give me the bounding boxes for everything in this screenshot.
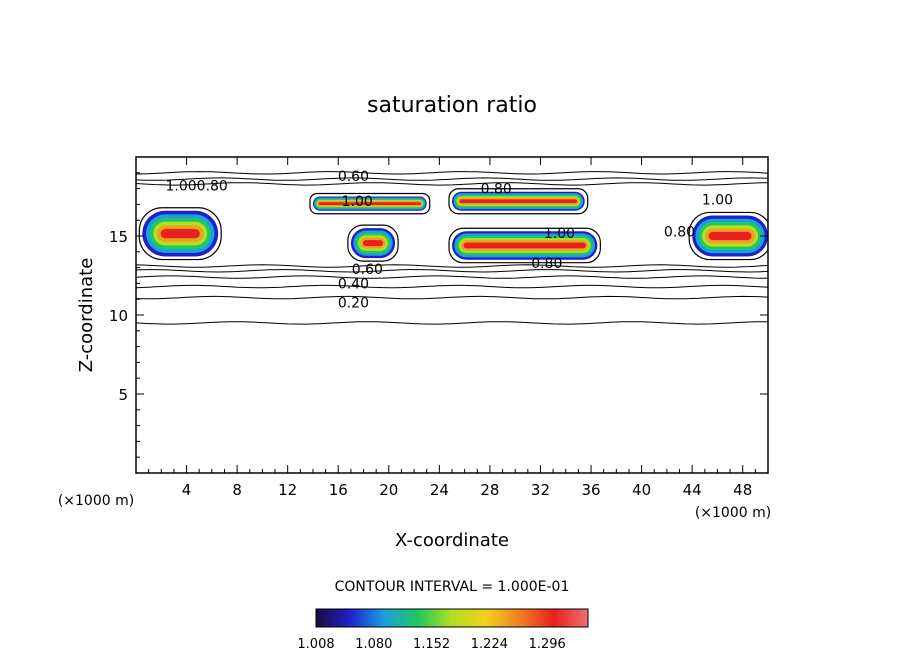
x-tick-label: 40 xyxy=(632,481,651,499)
contour-label: 0.80 xyxy=(481,182,512,198)
x-tick-label: 12 xyxy=(278,481,297,499)
x-unit-label: (×1000 m) xyxy=(695,505,771,521)
plot-frame xyxy=(135,156,769,474)
contour-line xyxy=(136,171,768,175)
supersaturated-region xyxy=(688,211,768,261)
y-tick-label: 5 xyxy=(118,386,128,404)
x-tick-label: 8 xyxy=(232,481,242,499)
colorbar-tick-label: 1.224 xyxy=(471,637,508,652)
contour-label: 1.00 xyxy=(544,226,575,242)
colorbar-tick-label: 1.008 xyxy=(297,637,334,652)
x-tick-label: 44 xyxy=(683,481,702,499)
supersaturated-region xyxy=(448,227,601,264)
x-tick-label: 20 xyxy=(379,481,398,499)
x-tick-label: 48 xyxy=(733,481,752,499)
colorbar-tick-label: 1.080 xyxy=(355,637,392,652)
contour-field: 0.601.000.80 0.801.001.000.801.000.60 0.80… xyxy=(136,169,768,325)
chart-title: saturation ratio xyxy=(367,93,537,118)
contour-line xyxy=(136,295,768,300)
contour-label: 1.000.80 xyxy=(166,178,228,194)
colorbar xyxy=(315,608,589,628)
contour-interval-text: CONTOUR INTERVAL = 1.000E-01 xyxy=(335,579,570,595)
colorbar-tick-label: 1.296 xyxy=(529,637,566,652)
colorbar-ticks: 1.008 1.080 1.152 1.224 1.296 xyxy=(297,637,565,652)
contour-label: 0.60 xyxy=(352,262,383,278)
contour-line xyxy=(136,269,768,273)
x-tick-label: 16 xyxy=(329,481,348,499)
supersaturated-region xyxy=(347,224,399,262)
supersaturated-region xyxy=(138,207,222,261)
y-axis-label: Z-coordinate xyxy=(76,258,97,373)
contour-line xyxy=(136,182,768,186)
contour-line xyxy=(136,177,768,181)
y-tick-label: 10 xyxy=(109,307,128,325)
x-axis-label: X-coordinate xyxy=(395,530,509,551)
contour-label: 0.60 xyxy=(338,169,369,185)
x-tick-label: 4 xyxy=(182,481,192,499)
contour-label: 0.80 xyxy=(531,256,562,272)
x-tick-label: 24 xyxy=(430,481,449,499)
z-unit-label: (×1000 m) xyxy=(58,493,134,509)
x-tick-label: 36 xyxy=(581,481,600,499)
contour-line xyxy=(136,264,768,268)
contour-line xyxy=(136,321,768,325)
contour-label: 1.00 xyxy=(342,194,373,210)
contour-label: 1.00 xyxy=(702,193,733,209)
contour-label: 0.40 xyxy=(338,276,369,292)
x-tick-label: 32 xyxy=(531,481,550,499)
supersaturated-region xyxy=(448,188,589,215)
contour-label: 0.80 xyxy=(664,224,695,240)
contour-line xyxy=(136,284,768,289)
x-tick-label: 28 xyxy=(480,481,499,499)
contour-line xyxy=(136,275,768,279)
supersaturated-region xyxy=(309,192,431,215)
colorbar-tick-label: 1.152 xyxy=(413,637,450,652)
y-tick-label: 15 xyxy=(109,228,128,246)
contour-label: 0.20 xyxy=(338,295,369,311)
